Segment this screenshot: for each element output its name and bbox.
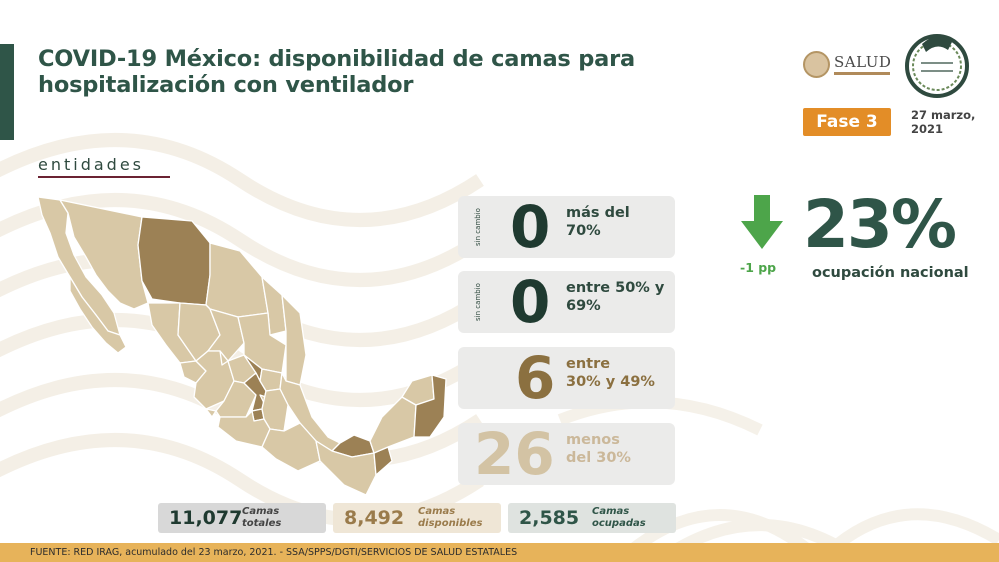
total-value: 8,492 (344, 507, 405, 529)
title-line-1: COVID-19 México: disponibilidad de camas… (38, 46, 636, 72)
phase-badge: Fase 3 (803, 108, 891, 136)
category-card-over-70: sin cambio 0 más del 70% (458, 196, 675, 258)
state-aguascalientes (219, 350, 229, 366)
total-value: 11,077 (169, 507, 243, 529)
page-title: COVID-19 México: disponibilidad de camas… (38, 46, 678, 98)
category-count: 6 (515, 344, 556, 412)
state-colima (205, 408, 217, 418)
total-caption: Camas disponibles (418, 506, 483, 529)
state-chihuahua (137, 216, 211, 306)
occupied-beds: 2,585 Camas ocupadas (508, 503, 676, 533)
side-note: sin cambio (474, 283, 482, 321)
category-label: más del 70% (566, 205, 630, 239)
salud-logo: SALUD (803, 50, 895, 82)
state-campeche (369, 396, 417, 454)
total-beds: 11,077 Camas totales (158, 503, 326, 533)
category-count: 0 (510, 268, 551, 336)
category-label: menos del 30% (566, 432, 631, 466)
year-2021-emblem-icon (905, 34, 969, 98)
total-caption: Camas totales (242, 506, 282, 529)
category-label: entre 50% y 69% (566, 280, 665, 314)
arrow-down-icon (741, 195, 783, 249)
total-value: 2,585 (519, 507, 580, 529)
salud-seal-icon (803, 51, 830, 78)
state-michoacan (215, 380, 257, 418)
total-caption: Camas ocupadas (592, 506, 646, 529)
state-nuevo-leon (261, 276, 287, 336)
occupancy-change: -1 pp (740, 260, 777, 275)
category-label: entre 30% y 49% (566, 356, 655, 390)
category-card-30-49: 6 entre 30% y 49% (458, 347, 675, 409)
available-beds: 8,492 Camas disponibles (333, 503, 501, 533)
state-baja-california-sur (69, 276, 127, 354)
mexico-map (37, 196, 447, 496)
state-guerrero (217, 410, 271, 448)
section-underline (38, 176, 170, 178)
salud-logo-text: SALUD (834, 53, 892, 71)
accent-bar (0, 44, 14, 140)
state-coahuila (205, 242, 269, 318)
category-card-under-30: 26 menos del 30% (458, 423, 675, 485)
footer-bar: FUENTE: RED IRAG, acumulado del 23 marzo… (0, 543, 999, 562)
occupancy-percent: 23% (803, 186, 957, 263)
title-line-2: hospitalización con ventilador (38, 72, 414, 98)
source-note: FUENTE: RED IRAG, acumulado del 23 marzo… (30, 547, 518, 558)
side-note: sin cambio (474, 208, 482, 246)
state-tamaulipas (281, 294, 307, 386)
category-count: 26 (474, 420, 555, 488)
category-count: 0 (510, 193, 551, 261)
category-card-50-69: sin cambio 0 entre 50% y 69% (458, 271, 675, 333)
occupancy-label: ocupación nacional (812, 265, 969, 281)
state-quintana-roo (413, 374, 447, 438)
section-label: entidades (38, 155, 144, 174)
report-date: 27 marzo, 2021 (911, 108, 976, 136)
